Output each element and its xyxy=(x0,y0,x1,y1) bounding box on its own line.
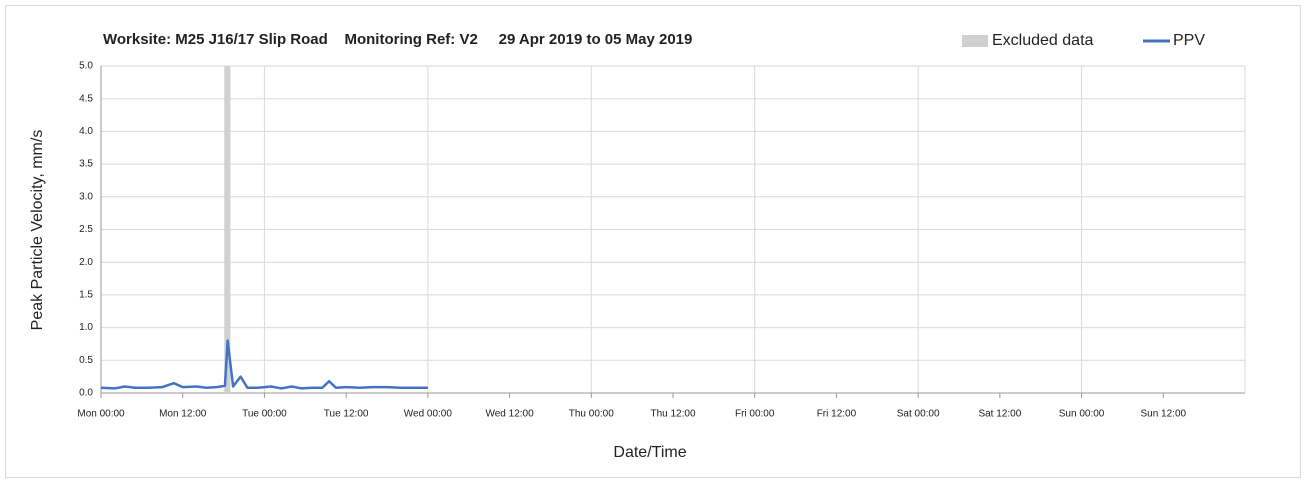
x-tick-label: Mon 00:00 xyxy=(77,409,125,420)
y-tick-label: 1.0 xyxy=(79,322,93,333)
y-tick-label: 0.5 xyxy=(79,355,93,366)
x-tick-label: Tue 00:00 xyxy=(242,409,287,420)
x-tick-label: Sun 00:00 xyxy=(1059,409,1105,420)
chart-frame xyxy=(5,5,1301,478)
y-tick-label: 2.0 xyxy=(79,257,93,268)
x-tick-label: Wed 12:00 xyxy=(485,409,534,420)
x-tick-label: Thu 12:00 xyxy=(650,409,695,420)
x-tick-label: Mon 12:00 xyxy=(159,409,207,420)
y-tick-label: 0.0 xyxy=(79,388,93,399)
y-tick-label: 3.0 xyxy=(79,191,93,202)
legend-label: PPV xyxy=(1173,32,1205,49)
x-axis-label: Date/Time xyxy=(613,444,686,461)
excluded-band xyxy=(224,66,231,393)
x-tick-label: Sat 00:00 xyxy=(897,409,940,420)
y-tick-label: 5.0 xyxy=(79,61,93,72)
x-tick-label: Wed 00:00 xyxy=(404,409,453,420)
y-tick-label: 2.5 xyxy=(79,224,93,235)
y-tick-label: 3.5 xyxy=(79,159,93,170)
legend-swatch xyxy=(962,35,988,47)
x-tick-label: Sun 12:00 xyxy=(1140,409,1186,420)
ppv-line xyxy=(100,339,428,390)
y-tick-label: 4.5 xyxy=(79,93,93,104)
y-tick-label: 1.5 xyxy=(79,290,93,301)
x-tick-label: Tue 12:00 xyxy=(324,409,369,420)
chart-title: Worksite: M25 J16/17 Slip Road Monitorin… xyxy=(103,31,692,48)
legend-label: Excluded data xyxy=(992,32,1094,49)
x-tick-label: Fri 12:00 xyxy=(817,409,857,420)
y-tick-label: 4.0 xyxy=(79,126,93,137)
x-tick-label: Sat 12:00 xyxy=(978,409,1021,420)
x-tick-label: Fri 00:00 xyxy=(735,409,775,420)
y-axis-label: Peak Particle Velocity, mm/s xyxy=(29,130,46,331)
x-tick-label: Thu 00:00 xyxy=(569,409,614,420)
